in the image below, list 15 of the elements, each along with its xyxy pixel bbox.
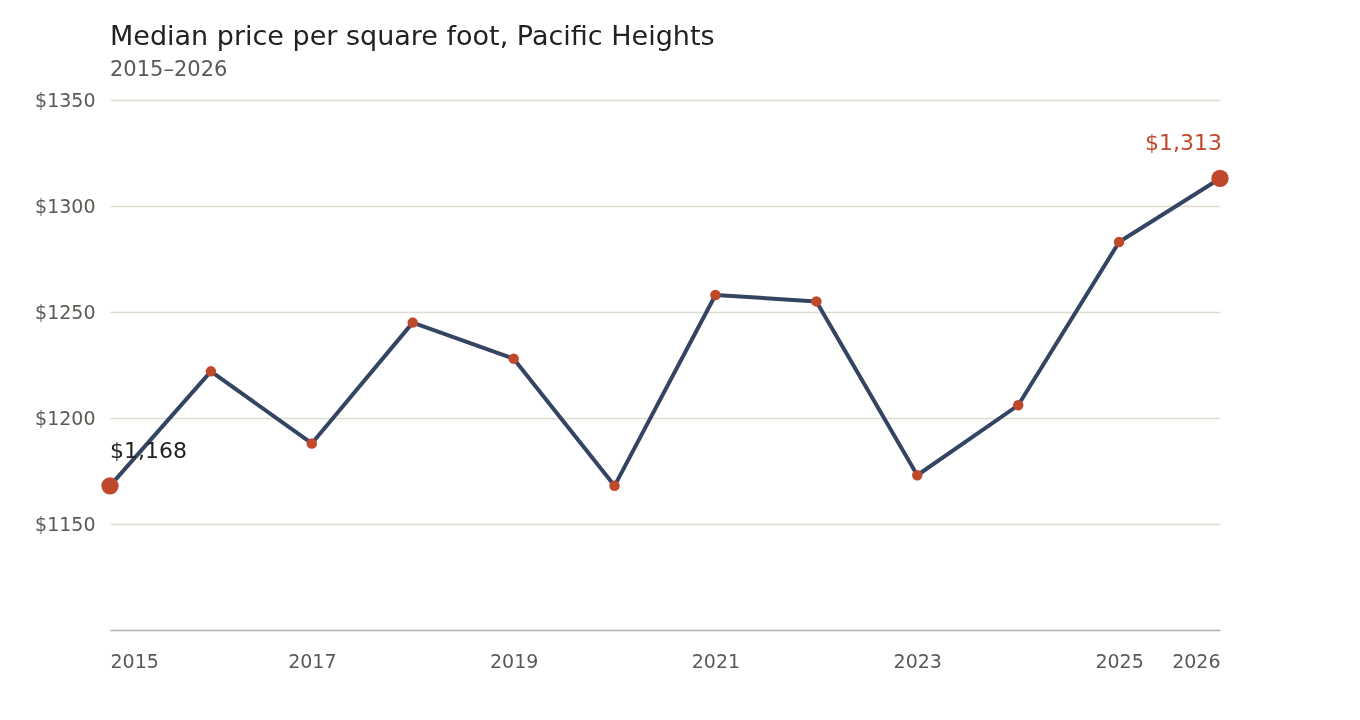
chart-subtitle: 2015–2026	[110, 57, 228, 81]
x-tick-label: 2019	[489, 649, 539, 672]
y-tick-label: $1350	[35, 88, 96, 111]
x-tick-label: 2026	[1172, 649, 1221, 672]
y-tick-label: $1250	[35, 300, 96, 323]
chart-title: Median price per square foot, Pacific Heights	[110, 20, 715, 51]
x-tick-label: 2023	[893, 649, 942, 672]
y-tick-label: $1200	[35, 406, 96, 429]
x-tick-label: 2021	[691, 649, 741, 672]
y-tick-label: $1300	[35, 194, 96, 217]
x-tick-label: 2017	[288, 649, 337, 672]
x-tick-label: 2025	[1095, 649, 1144, 672]
x-tick-label: 2015	[110, 649, 159, 672]
annotation: $1,313	[1145, 130, 1222, 156]
y-tick-label: $1150	[35, 512, 96, 535]
